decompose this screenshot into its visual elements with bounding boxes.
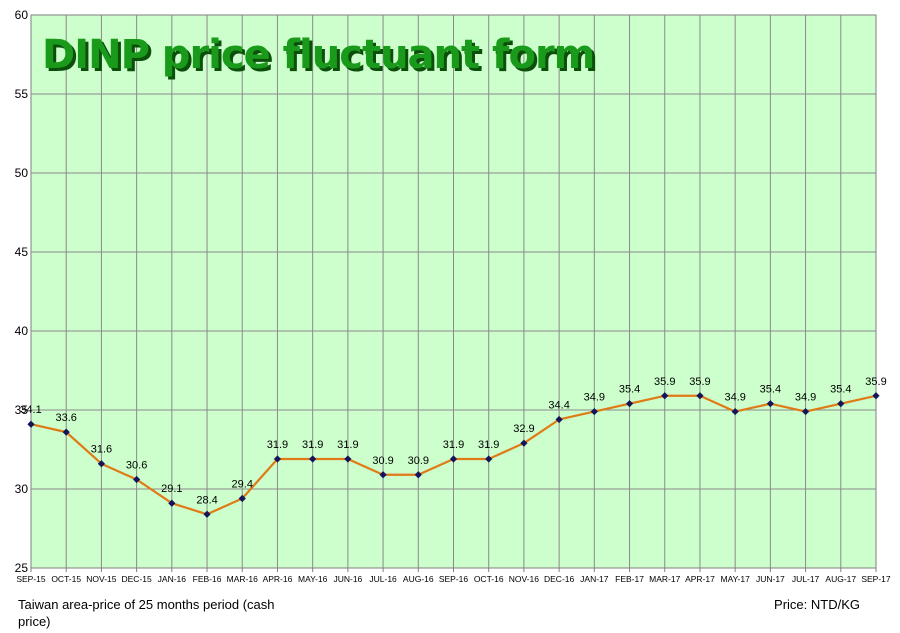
x-tick-label: MAY-16: [298, 574, 328, 584]
data-label: 31.9: [267, 439, 288, 451]
x-tick-label: JAN-17: [580, 574, 609, 584]
data-point: [696, 392, 704, 400]
footnote-unit: Price: NTD/KG: [774, 597, 860, 612]
data-labels: 34.1 33.6 31.6 30.6 29.1 28.4 29.4 31.9 31.9 31.9…: [20, 376, 886, 507]
x-tick-label: SEP-17: [861, 574, 891, 584]
data-point: [203, 510, 211, 518]
y-tick-label: 25: [15, 561, 29, 575]
data-point: [97, 460, 106, 468]
data-label: 35.9: [689, 376, 710, 388]
data-label: 30.9: [372, 455, 393, 467]
x-tick-label: DEC-16: [544, 574, 575, 584]
data-point: [520, 439, 528, 447]
data-label: 34.9: [795, 392, 816, 404]
y-tick-label: 45: [15, 245, 29, 259]
data-point: [731, 407, 739, 416]
data-label: 31.9: [478, 439, 499, 451]
x-tick-label: JUL-17: [792, 574, 820, 584]
x-tick-label: JUL-16: [369, 574, 397, 584]
x-tick-label: AUG-17: [825, 574, 856, 584]
x-tick-label: JUN-17: [756, 574, 785, 584]
x-tick-label: SEP-15: [16, 574, 46, 584]
data-label: 31.9: [302, 439, 323, 451]
data-point: [62, 428, 70, 436]
footnote-period: Taiwan area-price of 25 months period (c…: [18, 597, 275, 629]
data-label: 28.4: [196, 494, 217, 506]
x-tick-label: FEB-17: [615, 574, 644, 584]
x-tick-label: DEC-15: [122, 574, 153, 584]
data-point: [872, 392, 880, 400]
data-point: [238, 494, 246, 503]
data-label: 31.6: [91, 444, 112, 456]
data-label: 34.9: [584, 392, 605, 404]
x-tick-label: JAN-16: [158, 574, 187, 584]
data-point: [801, 407, 810, 416]
data-label: 31.9: [443, 439, 464, 451]
data-label: 34.4: [548, 399, 569, 411]
data-label: 33.6: [55, 412, 76, 424]
y-axis-ticks: 25 30 35 40 45 50 55 60: [15, 8, 29, 575]
chart-title: DINP price fluctuant form: [42, 32, 594, 78]
x-tick-label: FEB-16: [193, 574, 222, 584]
x-axis-ticks: SEP-15 OCT-15 NOV-15 DEC-15 JAN-16 FEB-16 MAR-…: [16, 574, 891, 584]
y-tick-label: 40: [15, 324, 29, 338]
chart-title-shadow: DINP price fluctuant form: [45, 35, 597, 81]
x-tick-label: APR-16: [263, 574, 293, 584]
data-point: [555, 415, 563, 424]
data-point: [379, 471, 387, 479]
data-label: 35.9: [654, 376, 675, 388]
data-label: 35.4: [619, 384, 640, 396]
x-tick-label: JUN-16: [333, 574, 362, 584]
price-markers: [27, 392, 880, 518]
data-point: [309, 455, 317, 463]
data-point: [837, 400, 845, 408]
data-label: 34.1: [20, 404, 41, 416]
x-tick-label: APR-17: [685, 574, 715, 584]
x-tick-label: NOV-15: [86, 574, 117, 584]
x-tick-label: SEP-16: [439, 574, 469, 584]
data-label: 29.4: [232, 478, 253, 490]
data-label: 32.9: [513, 423, 534, 435]
data-label: 30.6: [126, 460, 147, 472]
data-label: 35.9: [865, 376, 886, 388]
data-point: [27, 420, 35, 428]
data-point: [133, 475, 141, 484]
x-tick-label: OCT-15: [51, 574, 81, 584]
y-tick-label: 35: [15, 403, 29, 417]
data-point: [168, 499, 176, 507]
data-point: [661, 392, 669, 400]
data-point: [485, 455, 493, 463]
x-tick-label: MAR-16: [227, 574, 258, 584]
data-point: [766, 400, 774, 408]
x-tick-label: NOV-16: [509, 574, 540, 584]
x-tick-label: MAR-17: [649, 574, 680, 584]
x-tick-label: AUG-16: [403, 574, 434, 584]
data-point: [273, 455, 282, 463]
y-tick-label: 55: [15, 87, 29, 101]
data-label: 30.9: [408, 455, 429, 467]
data-point: [625, 400, 634, 408]
x-tick-label: OCT-16: [474, 574, 504, 584]
x-tick-label: MAY-17: [721, 574, 751, 584]
data-label: 35.4: [830, 384, 851, 396]
data-label: 34.9: [724, 392, 745, 404]
data-point: [449, 455, 458, 463]
y-tick-label: 50: [15, 166, 29, 180]
data-label: 29.1: [161, 483, 182, 495]
data-label: 35.4: [760, 384, 781, 396]
y-tick-label: 30: [15, 482, 29, 496]
data-point: [590, 407, 598, 416]
data-point: [344, 455, 352, 463]
y-tick-label: 60: [15, 8, 29, 22]
data-label: 31.9: [337, 439, 358, 451]
data-point: [414, 471, 422, 479]
